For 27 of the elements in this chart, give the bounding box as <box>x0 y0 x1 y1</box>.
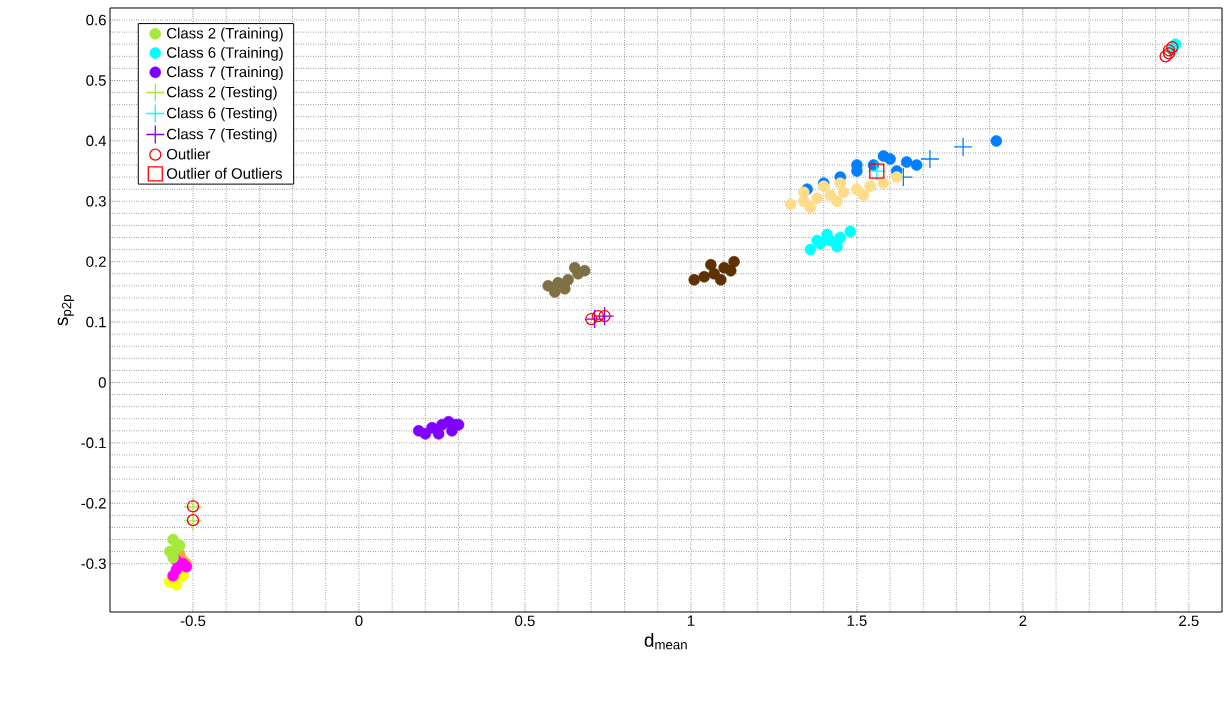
y-tick-label: -0.3 <box>81 558 106 569</box>
y-axis-title: s$_{p2p}$ <box>57 295 74 326</box>
x-tick-label: 1 <box>687 615 695 626</box>
legend-label: Class 6 (Testing) <box>167 107 277 122</box>
y-tick-label: 0.3 <box>86 195 106 207</box>
y-tick-label: 0.1 <box>86 316 106 328</box>
y-tick-label: -0.1 <box>81 437 106 449</box>
legend-label: Class 7 (Training) <box>167 66 283 81</box>
legend-label: Outlier <box>166 148 211 160</box>
y-tick-label: 0.6 <box>86 14 106 26</box>
x-tick-label: 2 <box>1019 615 1027 626</box>
x-tick-label: 1.5 <box>847 615 867 626</box>
x-tick-label: 2.5 <box>1179 615 1199 627</box>
y-tick-label: 0.5 <box>86 75 106 86</box>
y-tick-label: 0.2 <box>86 256 106 267</box>
legend-label: Class 7 (Testing) <box>167 128 277 143</box>
legend-label: Outlier of Outliers <box>166 167 282 179</box>
x-tick-label: 0 <box>355 615 363 627</box>
x-axis-title: d$_{mean}$ <box>644 632 687 650</box>
x-tick-label: 0.5 <box>515 615 535 627</box>
x-tick-label: -0.5 <box>180 615 206 627</box>
legend-label: Class 2 (Testing) <box>167 86 277 101</box>
y-tick-label: 0.4 <box>86 135 107 147</box>
y-tick-label: -0.2 <box>81 497 106 509</box>
legend-label: Class 6 (Training) <box>167 46 283 61</box>
y-tick-label: 0 <box>98 377 106 388</box>
legend-label: Class 2 (Training) <box>167 27 283 42</box>
